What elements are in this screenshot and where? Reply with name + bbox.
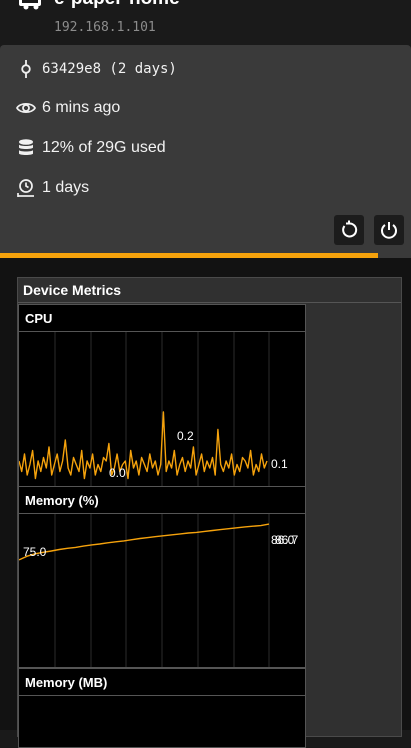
cpu-chart-header: CPU [19, 305, 305, 332]
device-header: e-paper-home 192.168.1.101 [0, 0, 411, 44]
metrics-title: Device Metrics [23, 282, 122, 298]
data-label: 0.1 [271, 457, 288, 471]
commit-text: 63429e8 (2 days) [42, 61, 177, 77]
memory-mb-chart-header: Memory (MB) [19, 669, 305, 696]
data-label: 86.7 [275, 533, 299, 547]
storage-text: 12% of 29G used [42, 139, 166, 156]
uptime-text: 1 days [42, 179, 90, 196]
power-icon [381, 222, 397, 239]
restart-button[interactable] [334, 215, 364, 245]
power-button[interactable] [374, 215, 404, 245]
memory-mb-chart-title: Memory (MB) [25, 675, 108, 690]
cpu-chart-title: CPU [25, 311, 53, 326]
cpu-chart: CPU 0.2 0.0 0.1 [18, 304, 306, 487]
data-label: 75.0 [23, 545, 47, 559]
cpu-plot: 0.2 0.0 0.1 [19, 332, 288, 486]
series-line [19, 523, 270, 561]
data-label: 86.0 [271, 533, 295, 547]
last-seen-text: 6 mins ago [42, 99, 121, 116]
data-label: 0.2 [177, 429, 194, 443]
device-name: e-paper-home [54, 0, 180, 10]
uptime-icon [17, 179, 34, 197]
progress-bar [0, 253, 411, 258]
storage-row: 12% of 29G used [16, 136, 166, 160]
restart-icon [342, 220, 358, 238]
commit-icon [21, 60, 31, 78]
series-line [19, 411, 268, 480]
device-ip: 192.168.1.101 [54, 20, 156, 35]
memory-percent-plot: 75.0 86.086.7 [19, 514, 299, 667]
memory-percent-chart: Memory (%) 75.0 86.0 86.7 [18, 486, 306, 668]
eye-icon [16, 102, 36, 114]
memory-percent-chart-title: Memory (%) [25, 493, 99, 508]
memory-percent-chart-header: Memory (%) [19, 487, 305, 514]
data-label: 0.0 [109, 466, 126, 480]
progress-fill [0, 253, 379, 258]
memory-mb-chart: Memory (MB) [18, 668, 306, 748]
commit-row: 63429e8 (2 days) [16, 57, 177, 81]
device-icon [19, 0, 41, 10]
last-seen-row: 6 mins ago [16, 96, 120, 120]
metrics-divider [18, 302, 401, 303]
uptime-row: 1 days [16, 176, 89, 200]
database-icon [19, 139, 33, 155]
